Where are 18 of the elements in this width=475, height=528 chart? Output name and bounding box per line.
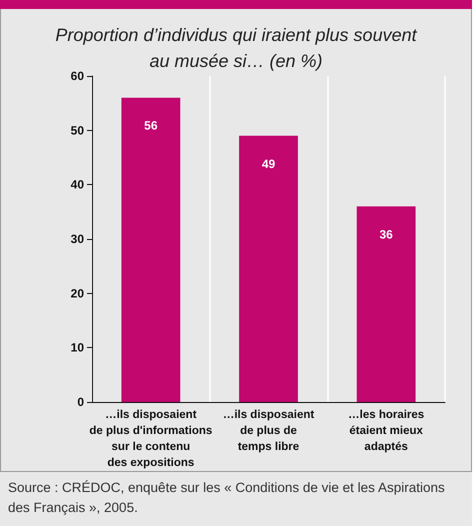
y-tick-label: 30 [70,232,84,246]
data-label: 49 [262,156,276,171]
y-tick-label: 20 [70,286,84,300]
bar [239,136,298,402]
source-note: Source : CRÉDOC, enquête sur les « Conditions de vie et les Aspirations des Français », 2005. [8,479,446,517]
y-tick-label: 50 [70,123,84,138]
bar [356,206,416,402]
y-tick-label: 0 [77,395,84,409]
chart-title: Proportion d’individus qui iraient plus souvent au musée si… (en %) [55,25,418,71]
bar [121,98,180,402]
y-tick-label: 60 [70,69,84,83]
x-tick-label: …ils disposaient de plus de temps libre [222,409,314,453]
y-tick-label: 10 [70,340,84,355]
data-label: 36 [379,227,394,242]
x-tick-label: …les horaires étaient mieux adaptés [348,409,424,453]
x-tick-label: …ils disposaient de plus d'informations sur le contenu des expositions [89,409,212,469]
y-tick-label: 40 [70,178,84,192]
data-label: 56 [144,118,158,133]
